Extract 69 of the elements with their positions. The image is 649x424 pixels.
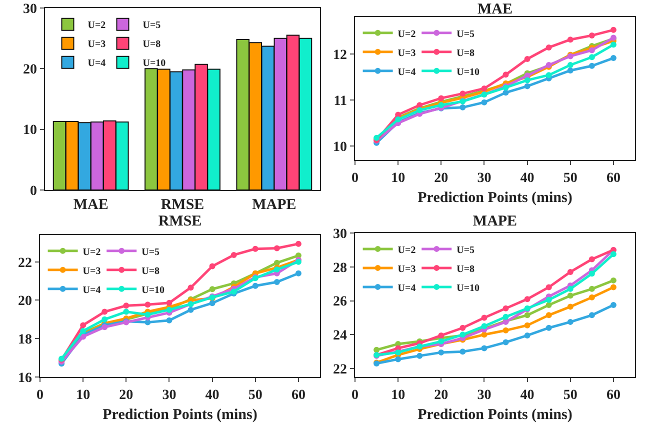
x-tick-label: 50 xyxy=(248,388,262,403)
x-tick-label: 10 xyxy=(391,388,406,403)
x-tick-label: 10 xyxy=(391,171,406,186)
y-tick-label: 22 xyxy=(18,256,32,271)
y-tick-label: 22 xyxy=(333,362,347,378)
x-tick-label: 60 xyxy=(291,388,306,403)
legend-label: U=4 xyxy=(398,282,416,294)
x-tick-label: 30 xyxy=(477,388,492,403)
y-tick-label: 26 xyxy=(333,294,347,310)
legend-label: U=3 xyxy=(82,266,101,277)
y-tick-label: 30 xyxy=(333,226,347,242)
legend-label: U=5 xyxy=(142,20,161,32)
legend-label: U=8 xyxy=(142,39,161,50)
legend-label: U=2 xyxy=(82,246,101,258)
x-tick-label: 50 xyxy=(563,388,578,403)
legend-label: U=10 xyxy=(456,282,480,294)
legend-label: U=2 xyxy=(398,28,416,40)
legend-label: U=10 xyxy=(142,284,165,296)
x-tick-label: 20 xyxy=(119,388,134,403)
x-tick-label: 20 xyxy=(434,171,448,186)
x-tick-label: 30 xyxy=(162,388,176,403)
y-tick-label: 0 xyxy=(30,184,37,199)
chart-title: MAPE xyxy=(472,214,518,230)
y-tick-label: 20 xyxy=(23,62,37,78)
legend-label: U=2 xyxy=(88,20,106,32)
x-axis-title: Prediction Points (mins) xyxy=(102,406,258,423)
legend-label: U=8 xyxy=(456,48,475,59)
y-tick-label: 10 xyxy=(333,140,347,156)
chart-title: MAE xyxy=(478,2,512,18)
x-tick-label: 40 xyxy=(520,171,534,186)
x-tick-label: 20 xyxy=(434,388,448,403)
x-tick-label: 0 xyxy=(352,171,358,186)
y-tick-label: 30 xyxy=(23,2,37,17)
legend-label: U=4 xyxy=(82,284,101,296)
x-tick-label: 30 xyxy=(477,171,492,186)
x-tick-label: 60 xyxy=(606,171,620,186)
x-tick-label: MAE xyxy=(73,197,108,214)
x-tick-label: 60 xyxy=(606,388,620,403)
x-tick-label: 10 xyxy=(76,388,90,403)
legend-label: U=5 xyxy=(456,244,475,256)
legend-label: U=3 xyxy=(398,48,416,59)
x-tick-label: MAPE xyxy=(252,197,296,214)
legend-label: U=5 xyxy=(142,246,160,258)
y-tick-label: 16 xyxy=(18,370,32,386)
legend-label: U=8 xyxy=(456,264,475,275)
legend-label: U=10 xyxy=(456,66,480,78)
legend-label: U=10 xyxy=(142,58,166,70)
legend-label: U=3 xyxy=(88,39,106,50)
y-tick-label: 12 xyxy=(333,48,347,63)
y-tick-label: 24 xyxy=(333,328,347,344)
y-tick-label: 11 xyxy=(334,94,347,109)
legend-label: U=2 xyxy=(398,244,416,256)
x-tick-label: 40 xyxy=(205,388,220,403)
legend-label: U=4 xyxy=(88,58,106,70)
x-axis-title: Prediction Points (mins) xyxy=(418,406,572,423)
chart-title: RMSE xyxy=(158,214,202,230)
y-tick-label: 28 xyxy=(333,260,347,276)
y-tick-label: 18 xyxy=(18,332,32,348)
x-tick-label: RMSE xyxy=(160,197,204,214)
x-tick-label: 0 xyxy=(352,388,358,403)
legend-label: U=5 xyxy=(456,28,475,40)
legend-label: U=4 xyxy=(398,66,416,78)
legend-label: U=8 xyxy=(142,266,160,277)
x-tick-label: 50 xyxy=(563,171,578,186)
y-tick-label: 20 xyxy=(18,294,32,310)
x-axis-title: Prediction Points (mins) xyxy=(418,190,572,206)
legend-label: U=3 xyxy=(398,264,416,275)
y-tick-label: 10 xyxy=(23,123,37,138)
x-tick-label: 40 xyxy=(520,388,534,403)
